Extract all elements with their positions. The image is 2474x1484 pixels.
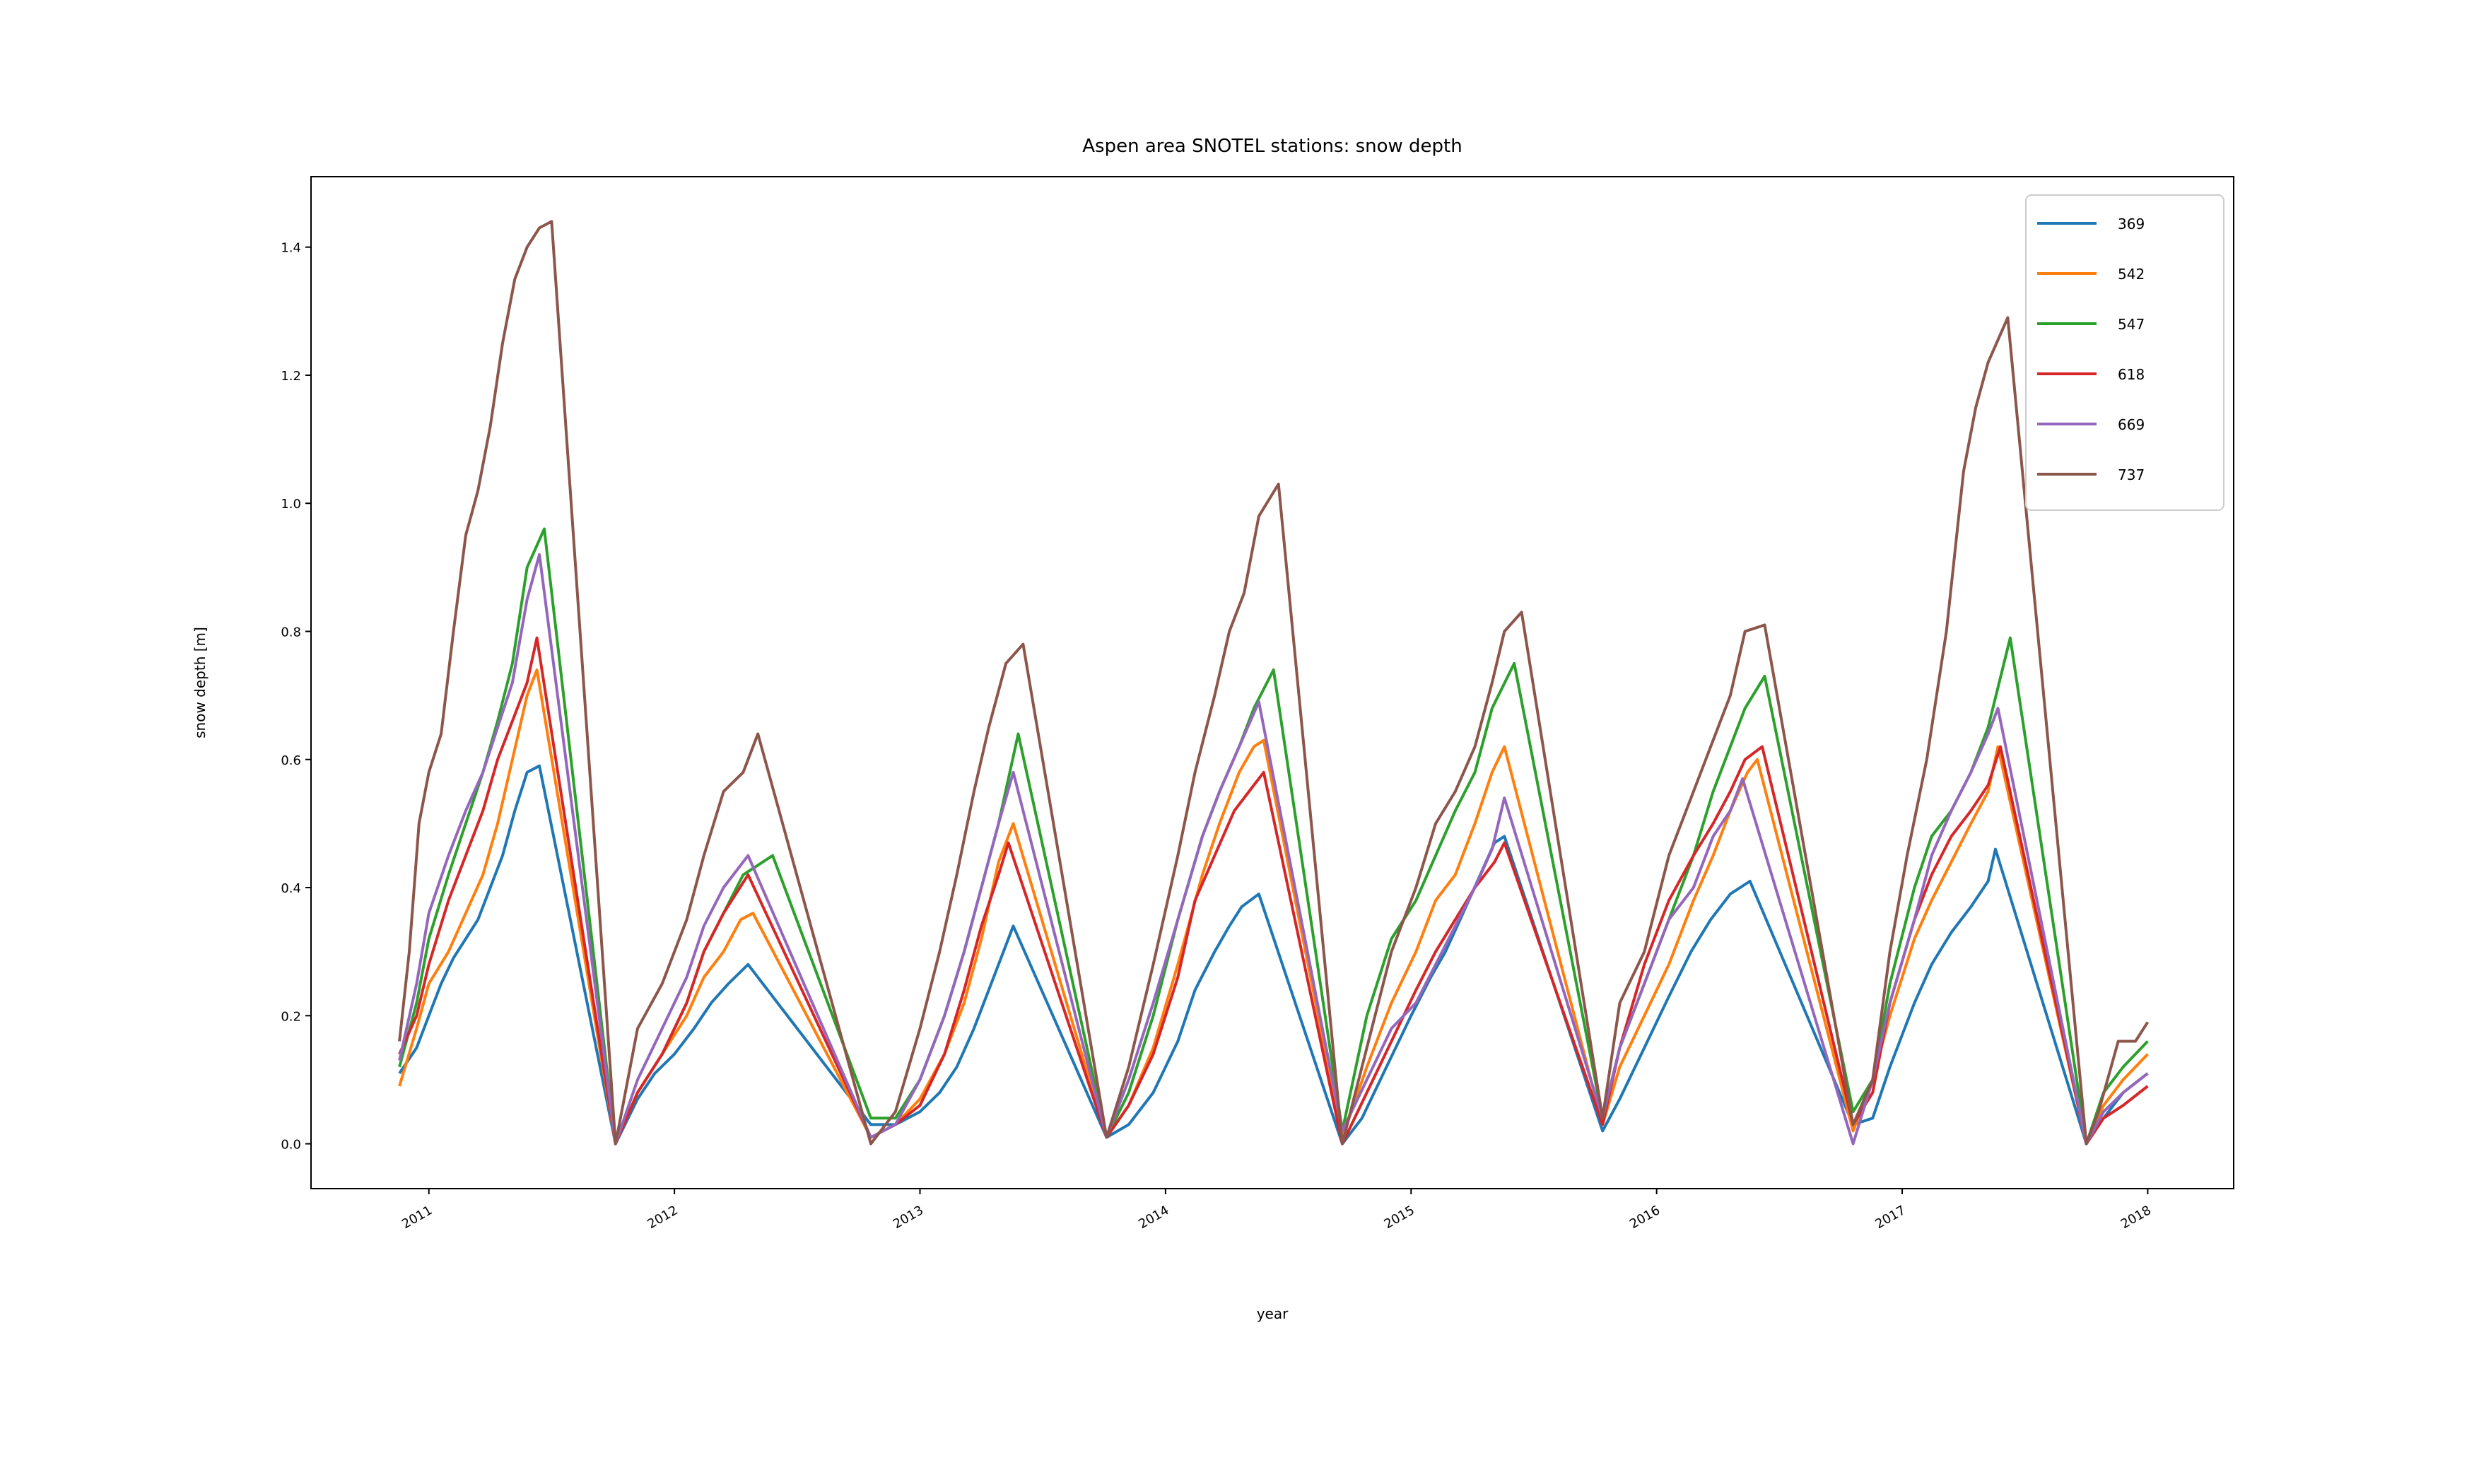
- y-tick-label: 0.8: [281, 625, 301, 640]
- plot-lines: [398, 220, 2150, 1146]
- y-tick-label: 1.2: [281, 369, 301, 384]
- x-tick-label: 2013: [891, 1203, 926, 1232]
- x-tick-label: 2018: [2118, 1203, 2154, 1232]
- series-line-669: [398, 553, 2149, 1146]
- legend-label-542: 542: [2118, 266, 2145, 283]
- x-axis: 2011 2012 2013 2014 2015 2016 2017 2018: [399, 1189, 2154, 1232]
- legend-label-369: 369: [2118, 216, 2145, 232]
- series-line-618: [398, 636, 2149, 1146]
- y-tick-label: 0.2: [281, 1009, 301, 1024]
- y-tick-label: 1.4: [281, 241, 301, 256]
- y-axis-label: snow depth [m]: [192, 627, 209, 738]
- plot-frame: [310, 176, 2234, 1189]
- x-tick-label: 2012: [645, 1203, 680, 1232]
- legend-label-669: 669: [2118, 416, 2145, 433]
- legend-box: [2025, 194, 2224, 511]
- y-tick-label: 0.6: [281, 753, 301, 768]
- y-tick-label: 0.4: [281, 881, 301, 896]
- x-tick-label: 2015: [1382, 1203, 1417, 1232]
- chart-title: Aspen area SNOTEL stations: snow depth: [1082, 136, 1462, 157]
- y-tick-label: 0.0: [281, 1138, 301, 1153]
- x-tick-label: 2011: [399, 1203, 435, 1232]
- x-axis-label: year: [1257, 1305, 1289, 1322]
- series-line-737: [398, 220, 2150, 1146]
- legend-label-737: 737: [2118, 466, 2145, 483]
- series-line-547: [398, 527, 2149, 1146]
- series-line-369: [398, 764, 2149, 1146]
- x-tick-label: 2017: [1872, 1203, 1908, 1232]
- legend-label-547: 547: [2118, 316, 2145, 333]
- y-tick-label: 1.0: [281, 497, 301, 512]
- y-axis: 0.0 0.2 0.4 0.6 0.8 1.0 1.2 1.4: [281, 241, 311, 1153]
- legend: 369 542 547 618 669 737: [2025, 194, 2224, 511]
- x-tick-label: 2016: [1627, 1203, 1663, 1232]
- x-tick-label: 2014: [1136, 1203, 1171, 1232]
- legend-label-618: 618: [2118, 366, 2145, 383]
- series-line-542: [398, 668, 2149, 1146]
